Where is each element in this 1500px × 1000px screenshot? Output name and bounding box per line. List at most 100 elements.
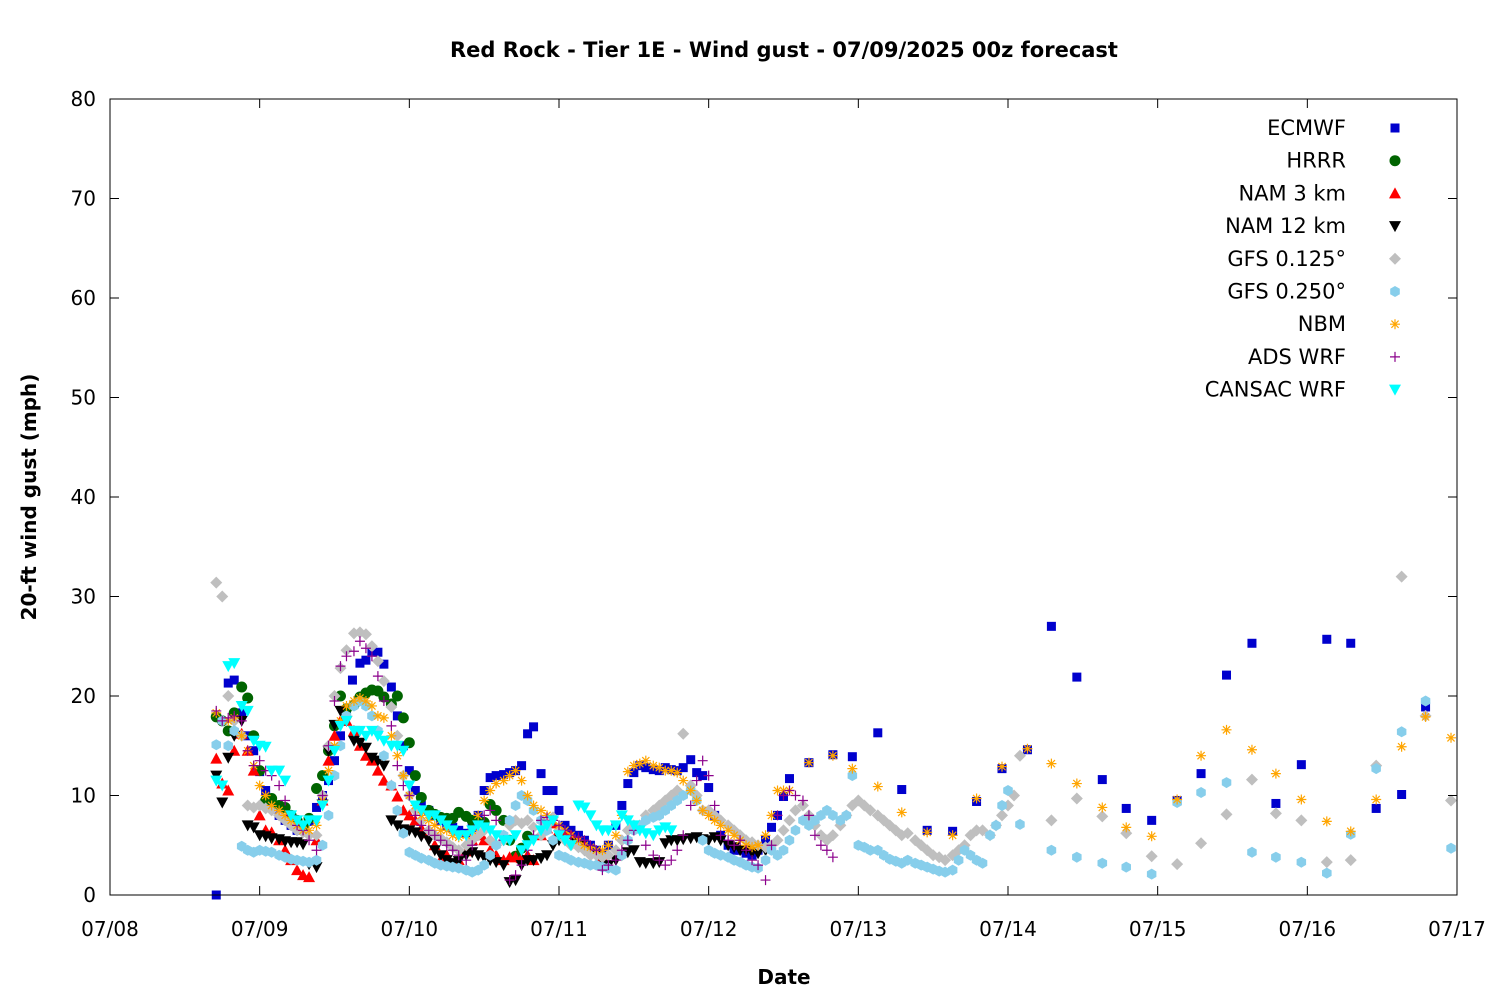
data-point: [259, 741, 272, 753]
data-point: [479, 859, 489, 871]
data-point: [715, 830, 726, 841]
data-point: [1295, 814, 1308, 827]
data-point: [1045, 814, 1058, 827]
data-point: [347, 675, 357, 685]
data-point: [348, 695, 359, 706]
data-point: [216, 590, 229, 603]
data-point: [391, 790, 404, 802]
data-point: [312, 802, 322, 812]
data-point: [828, 809, 838, 821]
chart-title: Red Rock - Tier 1E - Wind gust - 07/09/2…: [450, 38, 1118, 62]
data-point: [1222, 670, 1232, 680]
legend-marker: [1389, 221, 1401, 233]
data-point: [703, 770, 714, 781]
data-point: [452, 856, 465, 868]
data-point: [392, 711, 402, 721]
data-point: [1013, 749, 1026, 762]
data-point: [235, 700, 248, 712]
data-point: [1296, 760, 1306, 770]
data-point: [1421, 702, 1431, 712]
data-point: [490, 804, 502, 816]
data-point: [248, 760, 259, 771]
data-point: [841, 809, 852, 821]
data-point: [222, 752, 235, 764]
legend-marker: [1389, 187, 1401, 199]
data-point: [398, 827, 409, 839]
data-point: [330, 756, 339, 766]
data-point: [1296, 856, 1307, 868]
data-point: [617, 800, 627, 810]
data-point: [767, 822, 777, 832]
data-point: [440, 820, 453, 832]
data-point: [1395, 570, 1408, 583]
data-point: [403, 737, 415, 749]
data-point: [1146, 868, 1157, 880]
data-point: [678, 790, 688, 801]
data-point: [1097, 775, 1107, 785]
data-point: [210, 752, 223, 764]
data-point: [1271, 798, 1281, 808]
data-point: [847, 763, 858, 774]
data-point: [591, 845, 602, 856]
data-point: [1420, 711, 1431, 722]
data-point: [415, 831, 428, 843]
data-point: [602, 849, 615, 862]
data-point: [665, 825, 678, 837]
data-point: [237, 708, 247, 718]
data-point: [491, 839, 501, 851]
data-point: [359, 628, 372, 641]
data-point: [485, 805, 496, 816]
x-tick-label: 07/10: [381, 917, 439, 941]
data-point: [1221, 724, 1232, 735]
data-point: [939, 854, 952, 867]
data-point: [1320, 856, 1333, 869]
data-point: [579, 835, 590, 846]
data-point: [428, 810, 441, 822]
data-point: [686, 755, 696, 765]
data-point: [461, 855, 472, 866]
legend-label: CANSAC WRF: [1205, 378, 1346, 402]
data-point: [247, 822, 260, 834]
data-point: [1446, 842, 1456, 854]
legend-marker: [1390, 319, 1400, 330]
data-point: [229, 675, 239, 685]
data-point: [947, 830, 958, 841]
data-point: [660, 765, 671, 776]
series-cansac-wrf: [210, 658, 678, 857]
data-point: [536, 769, 546, 779]
data-point: [1003, 785, 1013, 796]
data-point: [847, 770, 858, 782]
data-point: [254, 755, 265, 766]
data-point: [316, 800, 329, 812]
data-point: [478, 822, 491, 834]
data-point: [641, 763, 651, 773]
data-point: [1146, 831, 1157, 842]
data-point: [516, 860, 527, 871]
data-point: [397, 712, 409, 724]
data-point: [789, 804, 802, 817]
data-point: [378, 695, 389, 706]
data-point: [404, 790, 415, 801]
data-point: [535, 825, 548, 837]
data-point: [372, 710, 383, 721]
data-point: [334, 720, 347, 732]
data-point: [392, 750, 403, 761]
data-point: [409, 770, 421, 782]
data-point: [771, 834, 784, 847]
data-point: [291, 864, 304, 876]
data-point: [409, 800, 422, 812]
data-point: [228, 658, 241, 670]
data-point: [386, 720, 397, 731]
data-point: [247, 735, 260, 747]
data-point: [698, 771, 708, 781]
data-point: [340, 644, 353, 657]
data-point: [790, 790, 801, 801]
data-point: [510, 870, 521, 881]
x-tick-label: 07/17: [1428, 917, 1486, 941]
data-point: [1096, 810, 1109, 823]
data-point: [416, 820, 427, 831]
data-point: [365, 725, 378, 737]
data-point: [715, 820, 726, 831]
data-point: [341, 651, 352, 662]
data-point: [360, 643, 371, 654]
